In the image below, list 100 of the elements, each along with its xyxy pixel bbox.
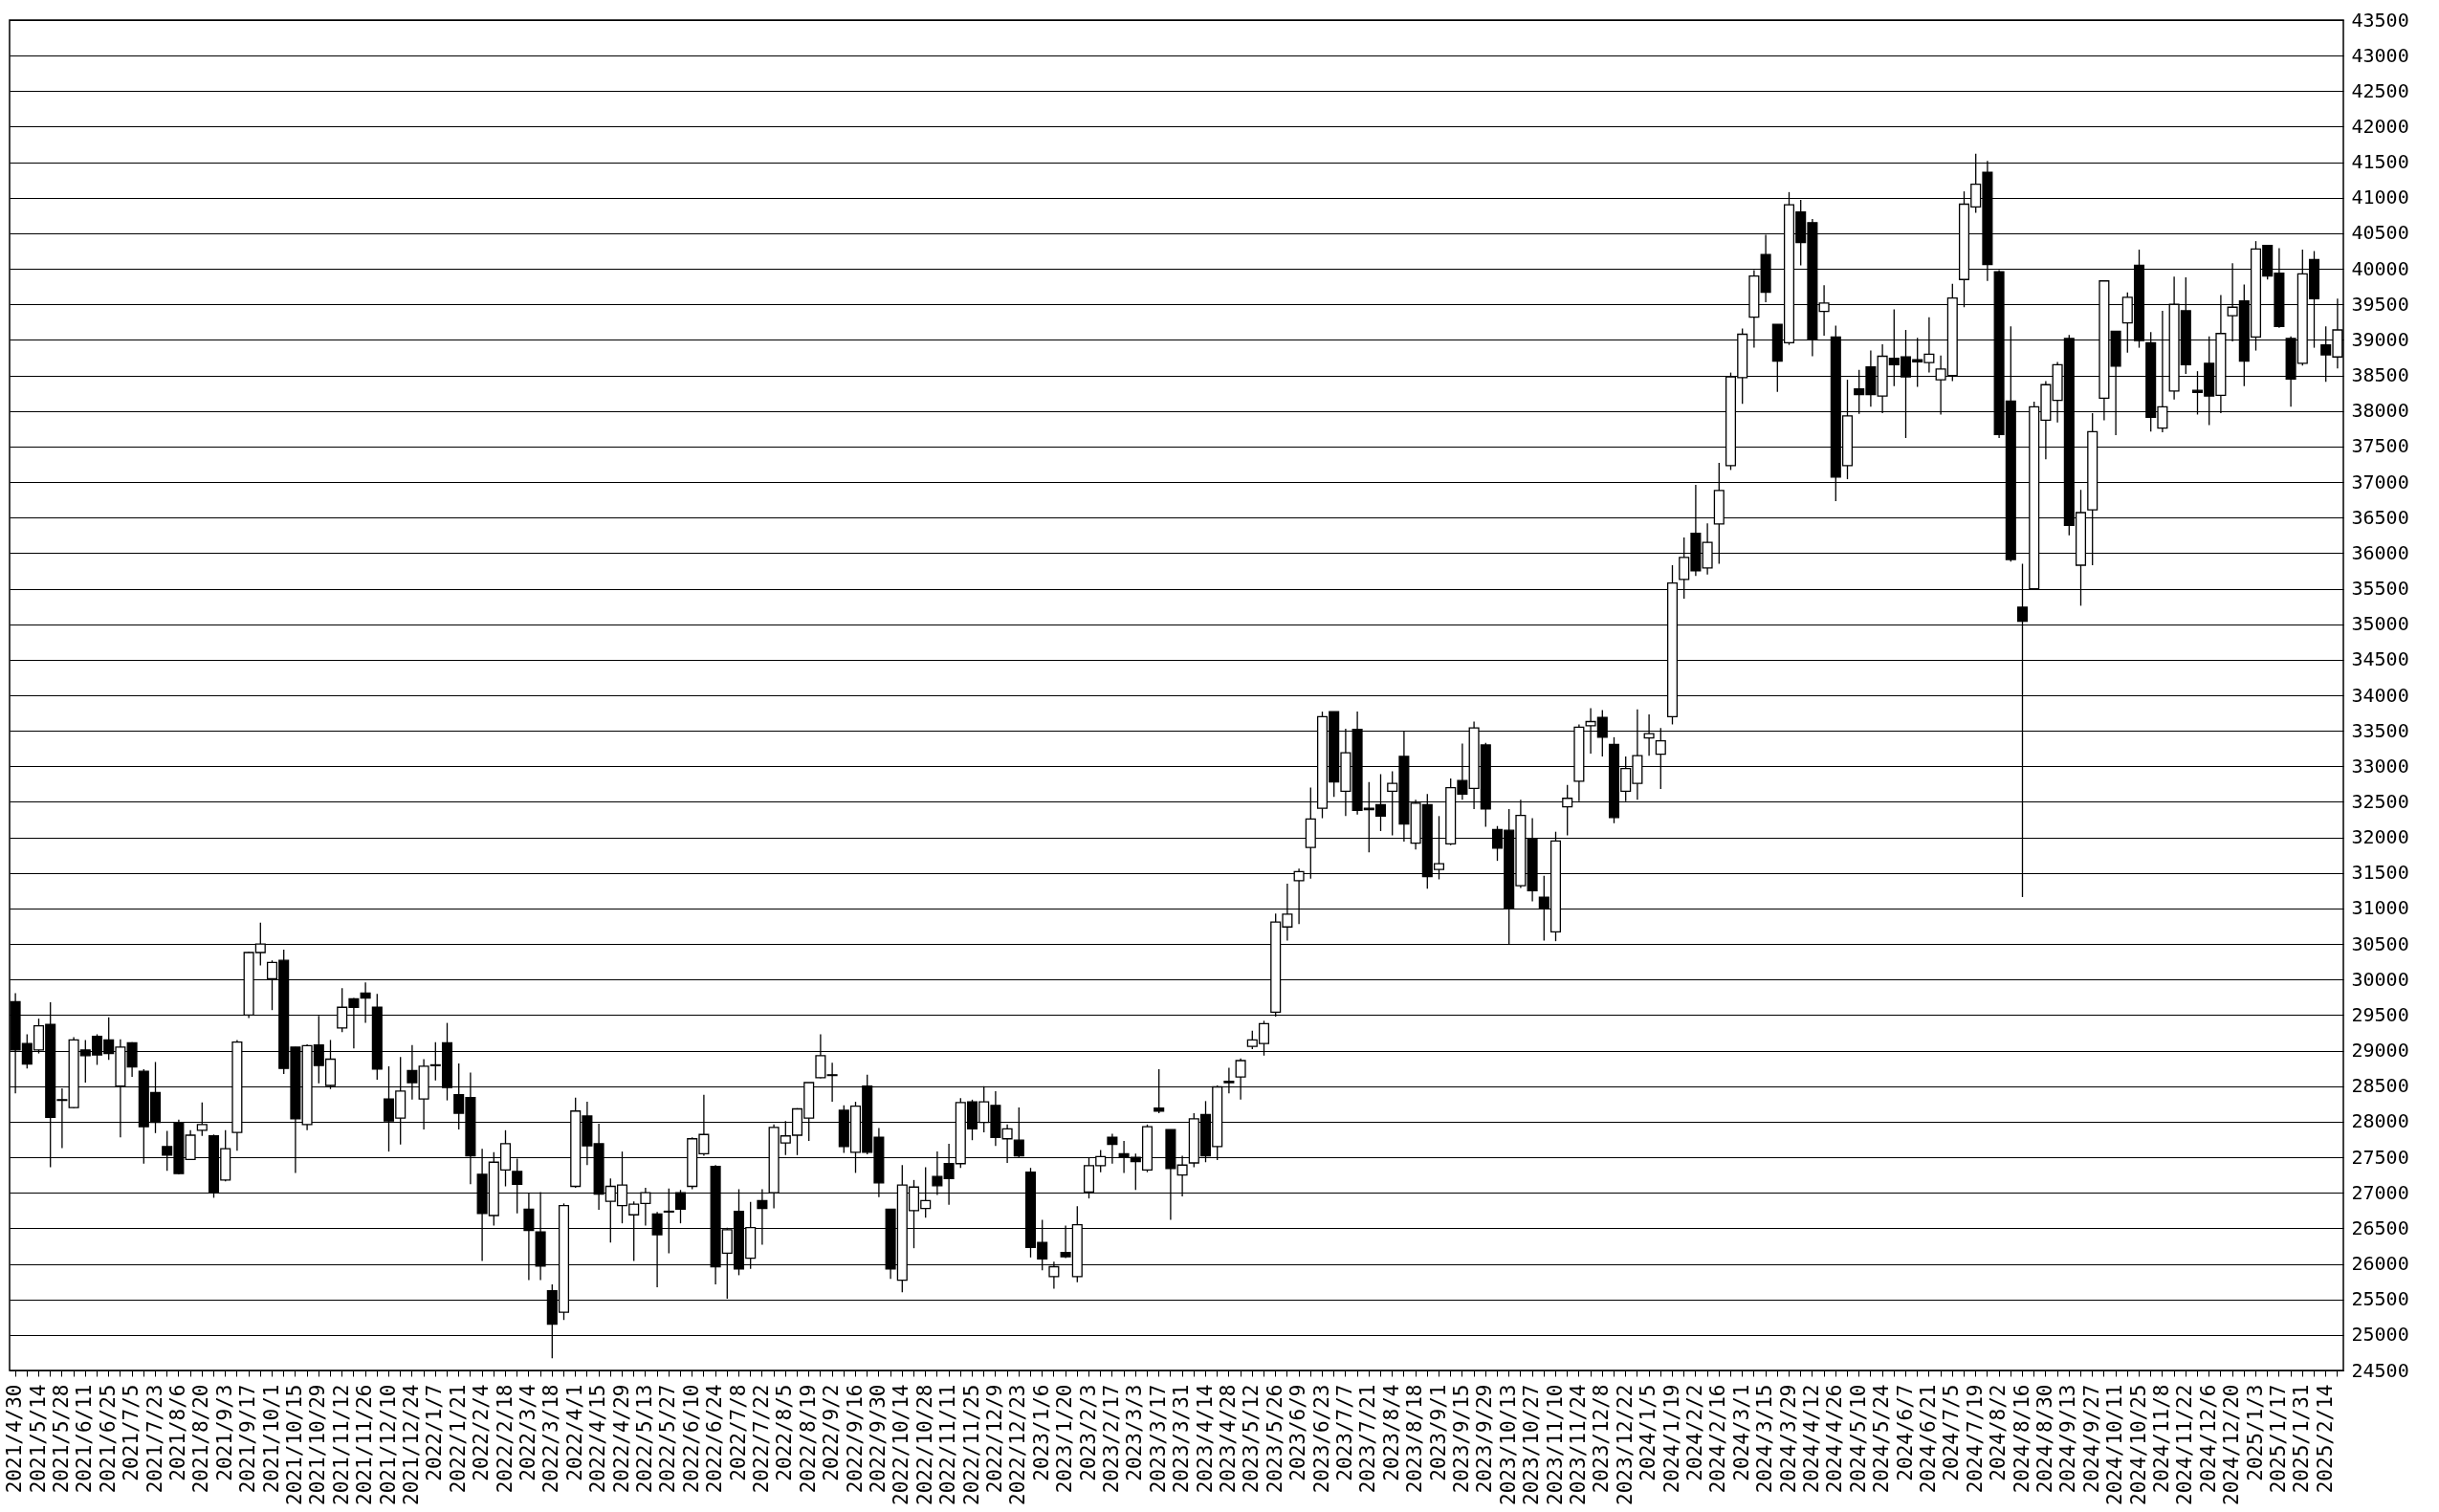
x-tick-label: 2022/7/8 [726,1384,750,1481]
y-tick-label: 39500 [2351,292,2409,316]
y-tick-label: 37500 [2351,434,2409,458]
x-tick-label: 2022/9/30 [866,1384,890,1494]
x-tick-label: 2023/9/29 [1473,1384,1497,1494]
x-tick-label: 2021/7/5 [120,1384,143,1481]
y-tick-label: 30000 [2351,967,2409,991]
y-tick-label: 25000 [2351,1323,2409,1347]
x-tick-label: 2022/2/4 [470,1384,494,1481]
x-tick-label: 2024/1/19 [1659,1384,1683,1494]
y-tick-label: 34500 [2351,647,2409,671]
x-tick-label: 2021/6/25 [96,1384,120,1494]
x-tick-label: 2022/2/18 [493,1384,516,1494]
x-tick-label: 2021/5/14 [26,1384,50,1494]
x-tick-label: 2024/11/8 [2149,1384,2173,1494]
x-tick-label: 2023/3/3 [1123,1384,1147,1481]
x-tick-label: 2022/9/16 [843,1384,867,1494]
x-tick-label: 2023/6/9 [1286,1384,1310,1481]
x-tick-label: 2024/10/25 [2126,1384,2150,1505]
x-tick-label: 2024/7/19 [1963,1384,1987,1494]
y-tick-label: 28000 [2351,1109,2409,1133]
x-tick-label: 2024/3/1 [1729,1384,1753,1481]
y-tick-label: 35000 [2351,612,2409,636]
x-tick-label: 2023/6/23 [1309,1384,1333,1494]
y-tick-label: 27000 [2351,1180,2409,1204]
x-tick-label: 2022/3/4 [516,1384,539,1481]
x-tick-label: 2021/9/17 [236,1384,260,1494]
y-tick-label: 32500 [2351,789,2409,813]
x-tick-label: 2021/11/12 [329,1384,353,1505]
x-tick-label: 2022/4/29 [609,1384,633,1494]
x-tick-label: 2022/10/28 [912,1384,936,1505]
y-tick-label: 43000 [2351,43,2409,67]
y-tick-label: 33500 [2351,718,2409,742]
x-tick-label: 2021/10/29 [306,1384,330,1505]
x-tick-label: 2024/12/20 [2220,1384,2244,1505]
x-tick-label: 2021/4/30 [3,1384,27,1494]
y-tick-label: 36500 [2351,505,2409,529]
x-tick-label: 2022/1/21 [446,1384,470,1494]
x-tick-label: 2023/12/8 [1590,1384,1614,1494]
y-tick-label: 40000 [2351,256,2409,280]
x-tick-label: 2024/3/29 [1776,1384,1800,1494]
x-tick-label: 2022/5/27 [656,1384,680,1494]
x-tick-label: 2023/2/3 [1076,1384,1100,1481]
x-tick-label: 2022/11/25 [959,1384,983,1505]
x-tick-label: 2025/1/17 [2266,1384,2290,1494]
x-tick-label: 2023/9/15 [1449,1384,1473,1494]
y-tick-label: 37000 [2351,470,2409,493]
x-tick-label: 2024/10/11 [2103,1384,2127,1505]
x-tick-label: 2022/5/13 [632,1384,656,1494]
x-tick-label: 2025/2/14 [2313,1384,2337,1494]
y-tick-label: 24500 [2351,1358,2409,1382]
x-tick-label: 2021/10/1 [259,1384,283,1494]
x-tick-label: 2024/1/5 [1637,1384,1660,1481]
x-tick-label: 2024/11/22 [2173,1384,2197,1505]
x-tick-label: 2024/3/15 [1753,1384,1777,1494]
x-tick-label: 2024/4/12 [1799,1384,1823,1494]
y-tick-label: 36000 [2351,540,2409,564]
x-tick-label: 2021/9/3 [212,1384,236,1481]
y-tick-label: 30500 [2351,931,2409,955]
x-tick-label: 2023/7/7 [1332,1384,1356,1481]
y-tick-label: 26000 [2351,1252,2409,1276]
x-tick-label: 2022/12/23 [1006,1384,1030,1505]
x-tick-label: 2023/2/17 [1099,1384,1123,1494]
x-tick-label: 2023/8/4 [1379,1384,1403,1481]
x-tick-label: 2022/6/10 [679,1384,703,1494]
y-tick-label: 34000 [2351,683,2409,707]
x-tick-label: 2022/3/18 [539,1384,563,1494]
x-tick-label: 2023/3/31 [1170,1384,1194,1494]
x-tick-label: 2022/8/5 [773,1384,797,1481]
x-tick-label: 2024/8/30 [2032,1384,2056,1494]
y-tick-label: 26500 [2351,1216,2409,1239]
x-tick-label: 2023/8/18 [1403,1384,1427,1494]
y-tick-label: 42000 [2351,114,2409,138]
x-tick-label: 2021/12/24 [399,1384,423,1505]
y-tick-label: 29500 [2351,1002,2409,1026]
y-tick-label: 41000 [2351,186,2409,209]
x-tick-label: 2022/8/19 [796,1384,820,1494]
y-tick-label: 38500 [2351,363,2409,387]
y-tick-label: 25500 [2351,1287,2409,1311]
x-tick-label: 2021/10/15 [282,1384,306,1505]
y-tick-label: 28500 [2351,1074,2409,1098]
y-tick-label: 31500 [2351,861,2409,885]
x-tick-label: 2024/12/6 [2196,1384,2220,1494]
y-tick-label: 42500 [2351,78,2409,102]
y-tick-label: 43500 [2351,8,2409,32]
x-tick-label: 2023/1/20 [1053,1384,1077,1494]
x-tick-label: 2023/7/21 [1356,1384,1380,1494]
x-tick-label: 2021/12/10 [376,1384,400,1505]
x-tick-label: 2025/1/3 [2243,1384,2267,1481]
x-tick-label: 2023/10/27 [1520,1384,1544,1505]
x-tick-label: 2024/2/2 [1682,1384,1706,1481]
y-tick-label: 38000 [2351,399,2409,423]
x-tick-label: 2022/6/24 [703,1384,727,1494]
y-tick-label: 29000 [2351,1039,2409,1063]
x-tick-label: 2021/8/20 [189,1384,213,1494]
y-tick-label: 40500 [2351,221,2409,245]
x-tick-label: 2023/10/13 [1496,1384,1520,1505]
y-tick-label: 39000 [2351,327,2409,351]
x-tick-label: 2021/6/11 [73,1384,97,1494]
x-tick-label: 2023/5/26 [1263,1384,1286,1494]
